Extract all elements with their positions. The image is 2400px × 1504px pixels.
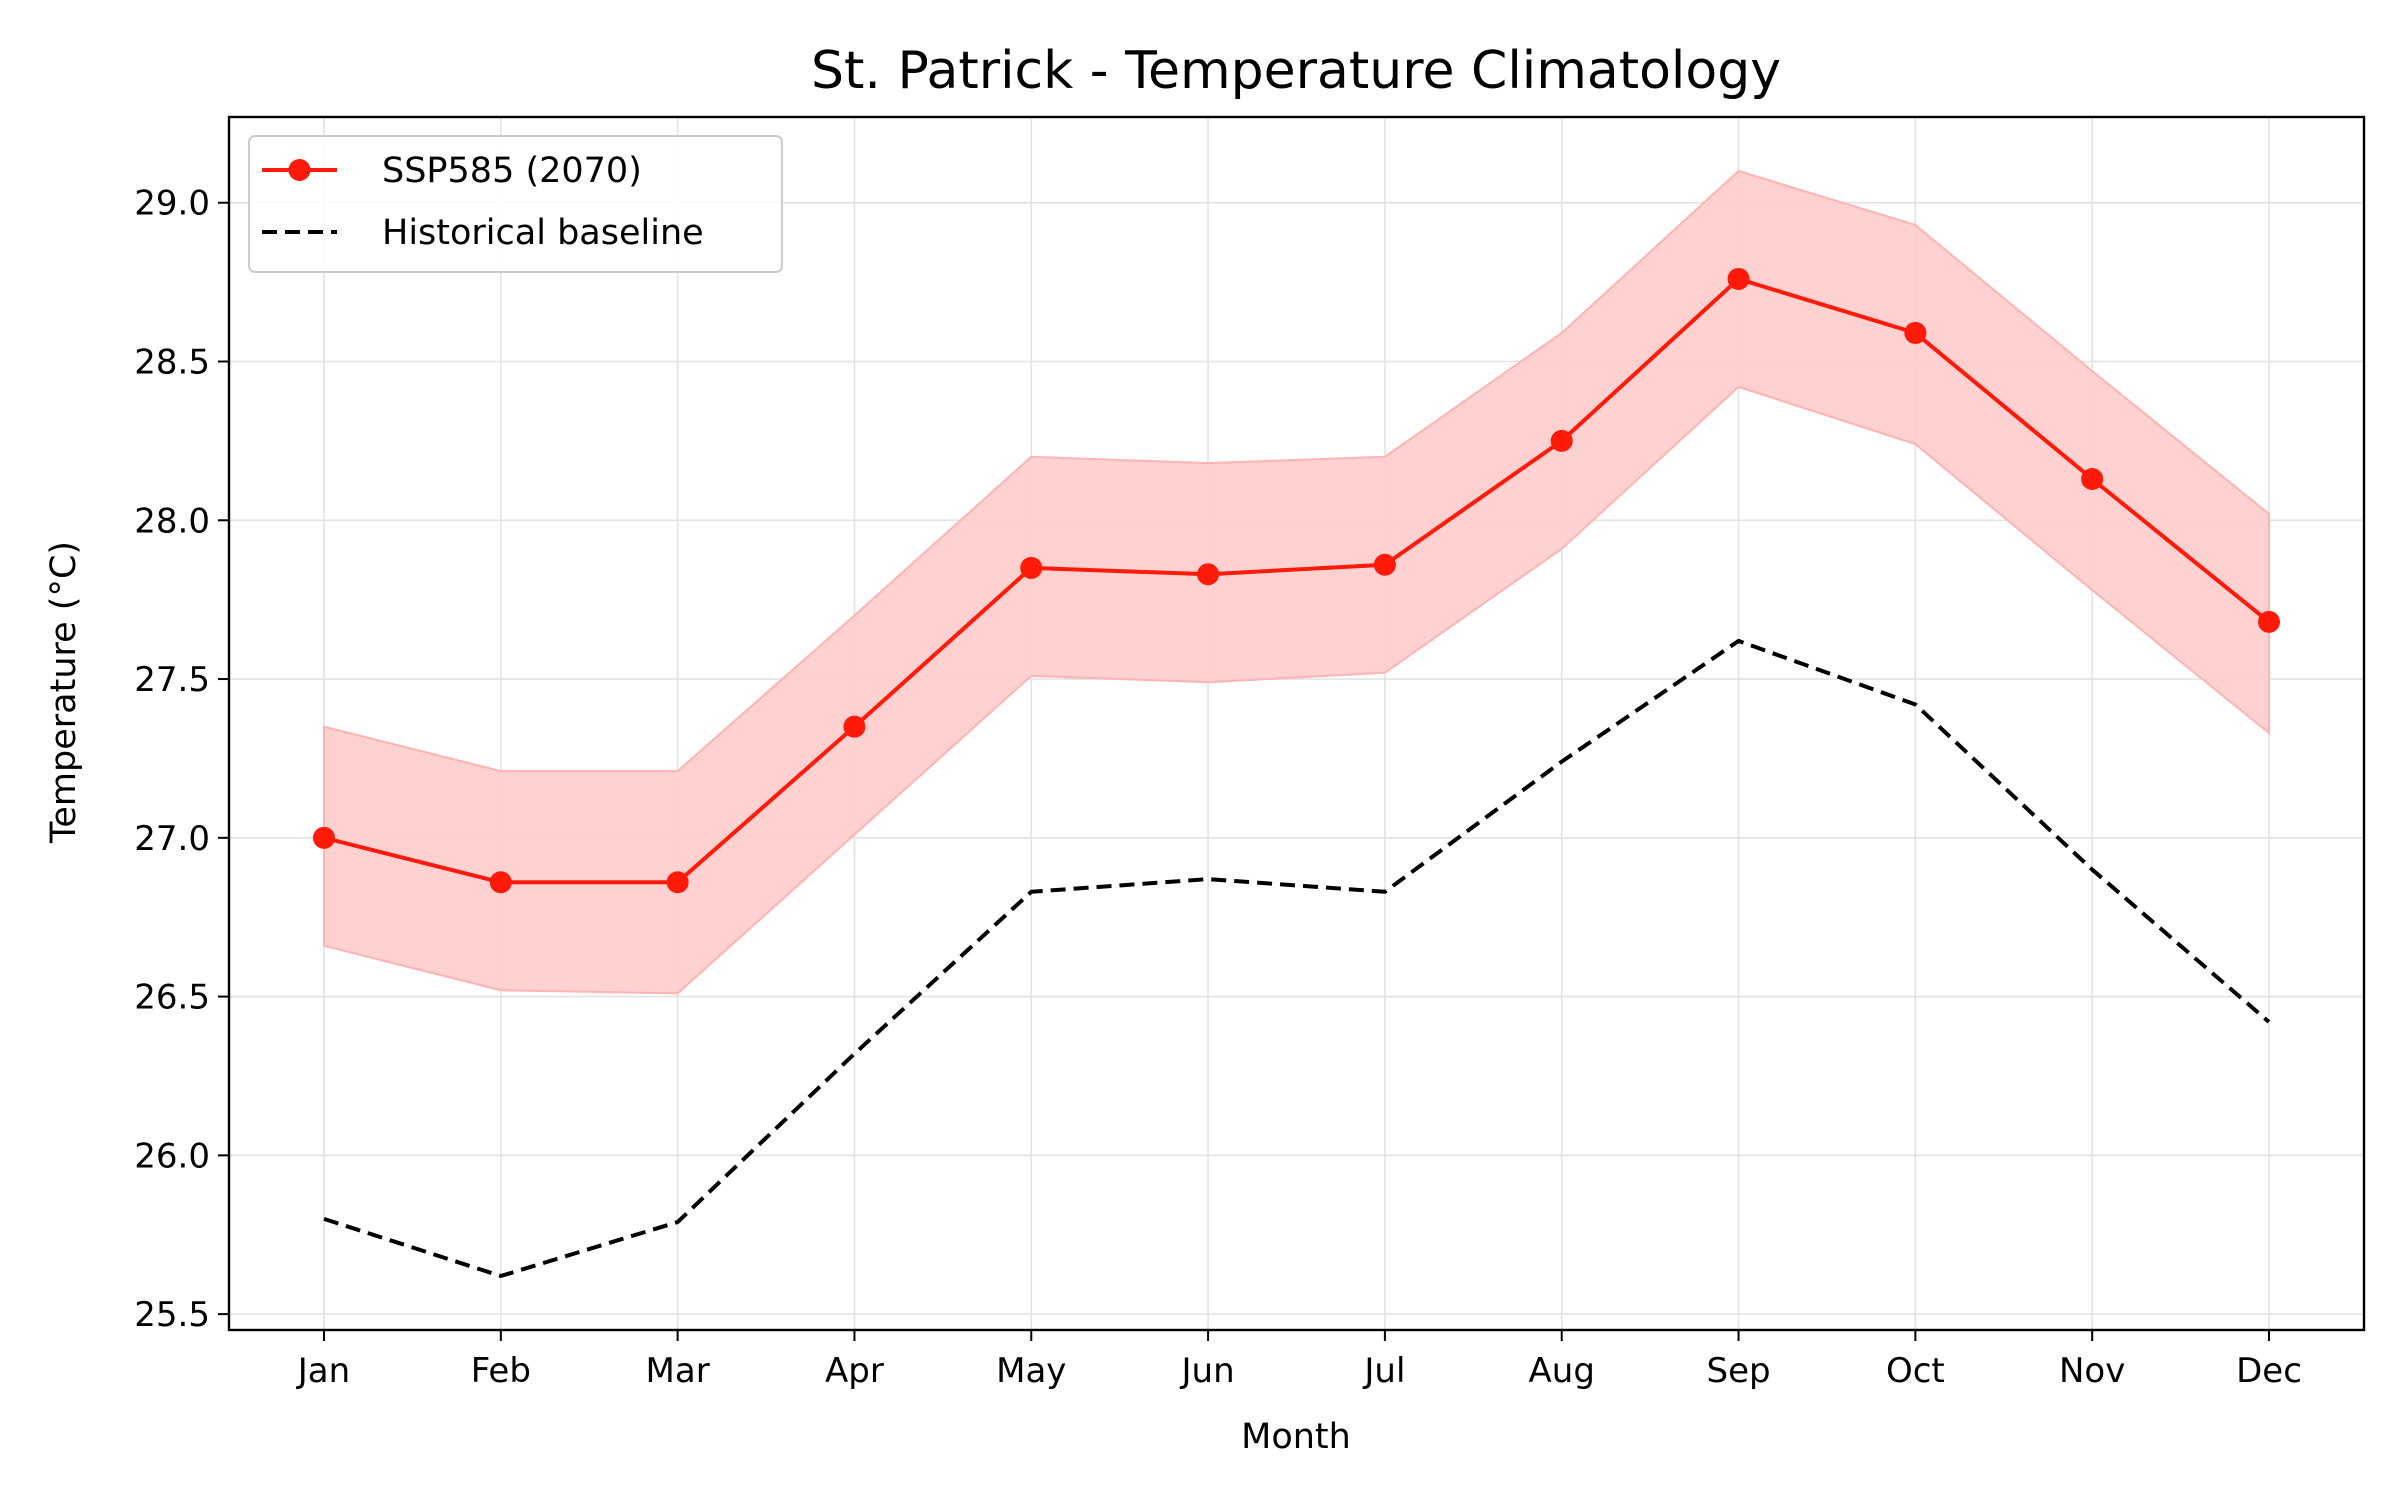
x-tick-label: Nov [2059,1351,2125,1391]
y-axis-label: Temperature (°C) [44,541,84,844]
data-point-ssp585-2070 [1373,553,1396,576]
legend-box [248,135,783,273]
y-tick-label: 26.5 [134,978,210,1018]
y-tick-label: 27.0 [134,819,210,859]
legend-label-historical-baseline: Historical baseline [382,213,704,253]
data-point-ssp585-2070 [1197,563,1220,586]
data-point-ssp585-2070 [1904,321,1927,344]
y-tick-label: 25.5 [134,1295,210,1335]
x-tick-label: Mar [646,1351,710,1391]
legend-marker-ssp585-2070 [288,159,311,181]
data-point-ssp585-2070 [1727,267,1750,290]
legend: SSP585 (2070) Historical baseline [248,135,783,273]
series-line-historical-baseline [323,638,2271,1279]
x-tick-label: Jan [296,1351,350,1391]
y-tick-label: 28.5 [134,343,210,383]
confidence-band-ssp585-2070 [323,169,2270,995]
data-point-ssp585-2070 [666,871,689,894]
x-tick-label: Jun [1180,1351,1235,1391]
data-point-ssp585-2070 [843,715,866,738]
y-tick-label: 27.5 [134,660,210,700]
x-tick-label: Apr [825,1351,884,1391]
chart-title: St. Patrick - Temperature Climatology [811,41,1781,101]
x-tick-label: Oct [1886,1351,1945,1391]
legend-label-ssp585-2070: SSP585 (2070) [382,151,642,191]
data-point-ssp585-2070 [313,826,335,849]
x-axis-label: Month [1241,1417,1351,1457]
x-tick-label: May [996,1351,1066,1391]
data-point-ssp585-2070 [1020,556,1043,579]
y-tick-label: 28.0 [134,501,210,541]
grid-lines [229,117,2364,1330]
data-point-ssp585-2070 [1550,429,1573,452]
x-tick-label: Feb [471,1351,531,1391]
data-point-ssp585-2070 [2258,610,2280,633]
data-point-ssp585-2070 [489,871,512,894]
y-tick-label: 29.0 [134,184,210,224]
data-point-ssp585-2070 [2081,467,2104,490]
x-tick-label: Sep [1706,1351,1770,1391]
y-tick-label: 26.0 [134,1136,210,1176]
x-tick-label: Jul [1362,1351,1405,1391]
x-tick-label: Dec [2236,1351,2302,1391]
data-layer [313,169,2280,1279]
series-line-ssp585-2070 [323,276,2271,885]
plot-frame [227,115,2366,1332]
x-tick-label: Aug [1529,1351,1595,1391]
